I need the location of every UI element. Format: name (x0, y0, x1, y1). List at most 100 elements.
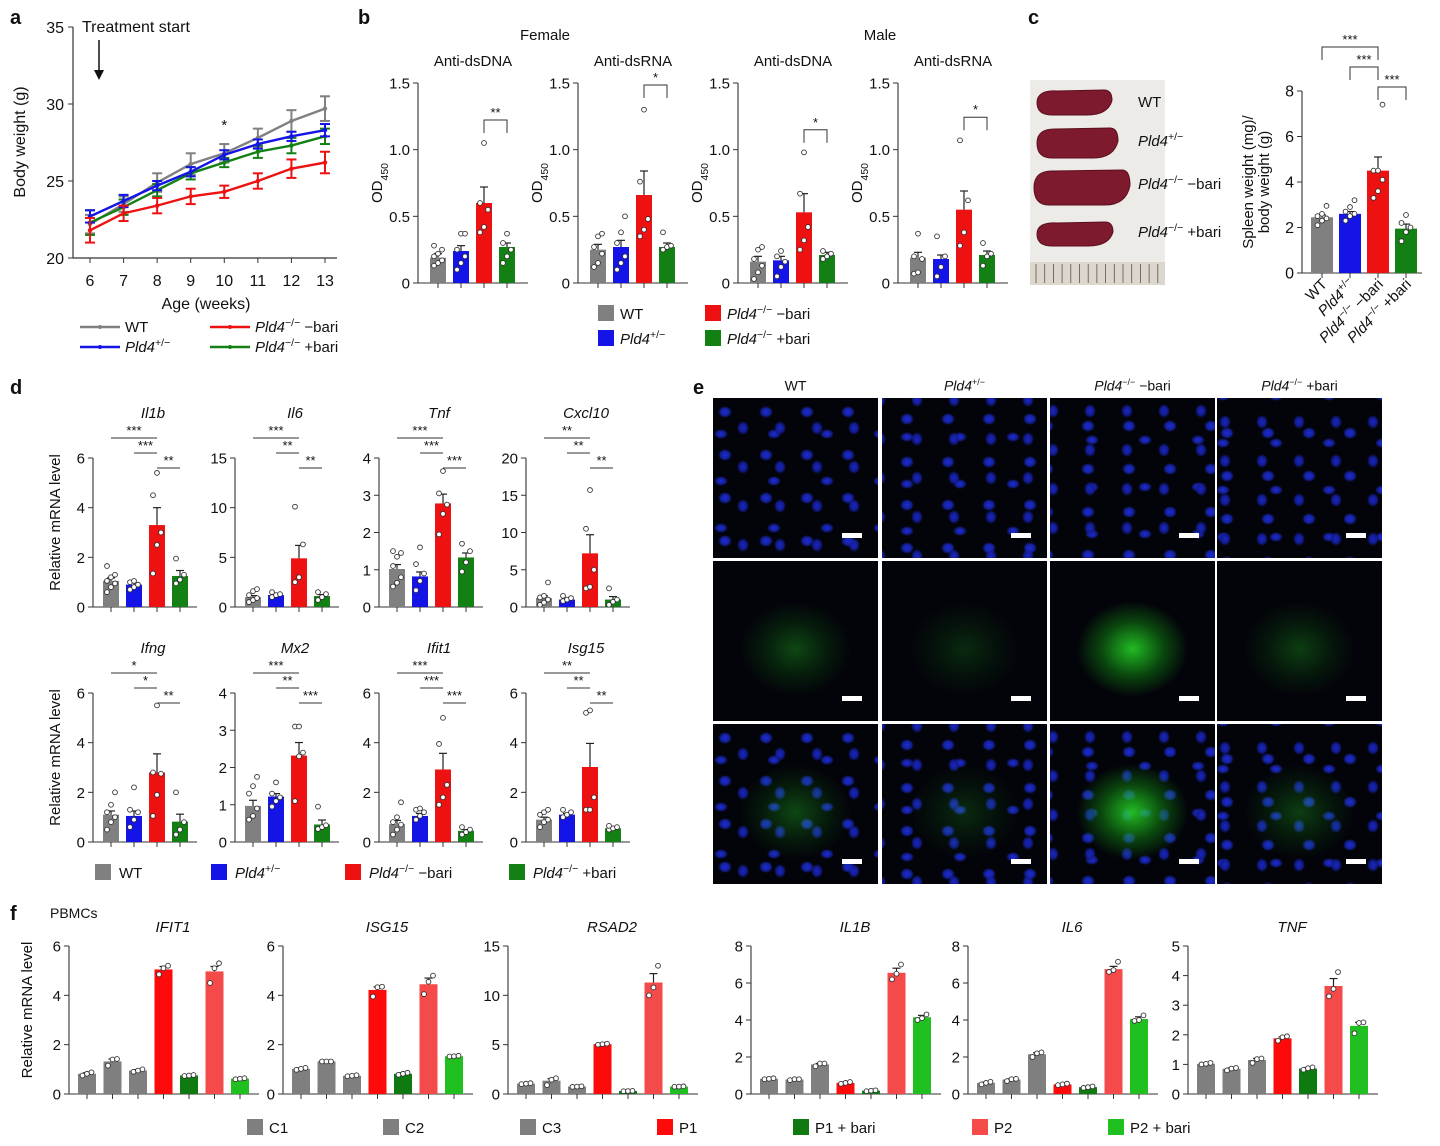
data-point (444, 501, 450, 508)
column-header: Pld4−/− −bari (1050, 377, 1215, 394)
y-tick-label: 2 (77, 550, 85, 567)
data-point (1284, 1033, 1290, 1040)
data-point (139, 1066, 146, 1073)
y-tick-label: 6 (53, 939, 61, 956)
bar (1339, 213, 1361, 273)
y-tick-label: 6 (1285, 129, 1294, 146)
bar (445, 1056, 463, 1094)
chart-b-male-dsrna: 0 0.5 1.0 1.5 Anti-dsRNA OD450 * (849, 53, 1008, 293)
y-tick-label: 4 (53, 988, 61, 1005)
data-point (158, 770, 164, 777)
y-tick-label: 5 (510, 562, 518, 579)
data-point (462, 230, 468, 237)
data-point (1335, 969, 1341, 975)
data-point (583, 710, 589, 716)
y-tick-label: 0 (1172, 1087, 1180, 1104)
y-tick-label: 3 (1172, 998, 1180, 1015)
bar (435, 503, 451, 607)
data-point (112, 571, 118, 578)
data-point (413, 561, 419, 568)
data-point (541, 819, 547, 825)
y-tick-label: 4 (735, 1013, 743, 1030)
data-point (177, 826, 183, 833)
genotype-name: Pld4 (369, 865, 399, 882)
x-tick-label: 7 (119, 273, 128, 290)
scale-bar (1346, 859, 1366, 864)
data-point (273, 798, 279, 804)
data-point (292, 579, 298, 586)
y-tick-label: 2 (1172, 1027, 1180, 1044)
data-point (289, 118, 294, 124)
data-point (1323, 203, 1330, 209)
data-point (430, 972, 436, 979)
data-point (435, 250, 441, 257)
data-point (463, 829, 469, 835)
data-point (254, 805, 260, 812)
data-point (207, 980, 213, 986)
bar (1197, 1063, 1215, 1094)
data-point (957, 242, 963, 249)
bar (760, 1078, 778, 1094)
data-point (323, 591, 329, 597)
y-tick-label: 1 (1172, 1057, 1180, 1074)
chart-a-body-weight: 20 25 30 35 6 7 8 9 10 11 12 13 Age (weeks) Body weig… (12, 19, 338, 356)
chart-title: TNF (1277, 919, 1307, 936)
data-point (824, 253, 830, 260)
data-point (323, 822, 329, 829)
data-point (398, 550, 404, 556)
data-point (485, 206, 491, 213)
data-point (629, 1087, 636, 1094)
data-point (655, 962, 661, 969)
data-point (545, 579, 551, 586)
y-tick-label: 0 (1285, 266, 1294, 283)
data-point (587, 806, 593, 813)
treatment-suffix: +bari (1376, 276, 1415, 315)
bar (1104, 969, 1123, 1094)
data-point (787, 1077, 793, 1083)
data-point (173, 580, 179, 587)
chart-title: Cxcl10 (563, 405, 610, 422)
data-point (755, 269, 761, 276)
y-tick-label: 4 (219, 686, 227, 703)
data-point (269, 790, 275, 797)
data-point (131, 584, 137, 590)
bar (103, 580, 119, 607)
y-tick-label: 8 (952, 939, 960, 956)
spleen-label: Pld4+/− (1138, 131, 1183, 150)
chart-f-il1b: 0 2 4 6 8 IL1B (735, 919, 941, 1104)
y-tick-label: 1 (363, 562, 371, 579)
legend-label: P1 (679, 1120, 697, 1137)
data-point (938, 264, 944, 270)
data-point (112, 789, 118, 796)
data-point (458, 260, 464, 266)
data-point (436, 801, 442, 808)
data-point (451, 1053, 457, 1060)
data-point (154, 183, 160, 188)
data-point (606, 823, 612, 829)
scale-bar (1346, 696, 1366, 701)
series-line (89, 161, 326, 232)
y-tick-label: 0 (952, 1087, 960, 1104)
data-point (1370, 195, 1377, 201)
data-point (622, 213, 628, 220)
data-point (88, 1069, 95, 1076)
y-tick-label: 1.5 (709, 76, 730, 93)
data-point (680, 1083, 687, 1090)
legend-label: WT (119, 865, 142, 882)
chart-c-spleen: 0 2 4 6 8 Spleen weight (mg)/body weight (g) *… (1240, 32, 1422, 347)
data-point (820, 248, 826, 254)
column-header-sup: +/− (972, 377, 986, 387)
y-axis-label: Spleen weight (mg)/ (1240, 114, 1257, 248)
data-point (751, 276, 757, 282)
genotype-name: WT (125, 319, 148, 336)
data-point (254, 595, 260, 601)
data-point (599, 1041, 606, 1048)
data-point (1115, 958, 1121, 965)
bar (1273, 1038, 1292, 1094)
y-tick-label: 0 (77, 835, 85, 852)
data-point (1140, 1012, 1147, 1019)
data-point (344, 1073, 351, 1080)
column-header-base: Pld4 (1094, 377, 1123, 394)
data-point (1203, 1060, 1209, 1067)
y-axis-label-main: OD (369, 180, 386, 203)
